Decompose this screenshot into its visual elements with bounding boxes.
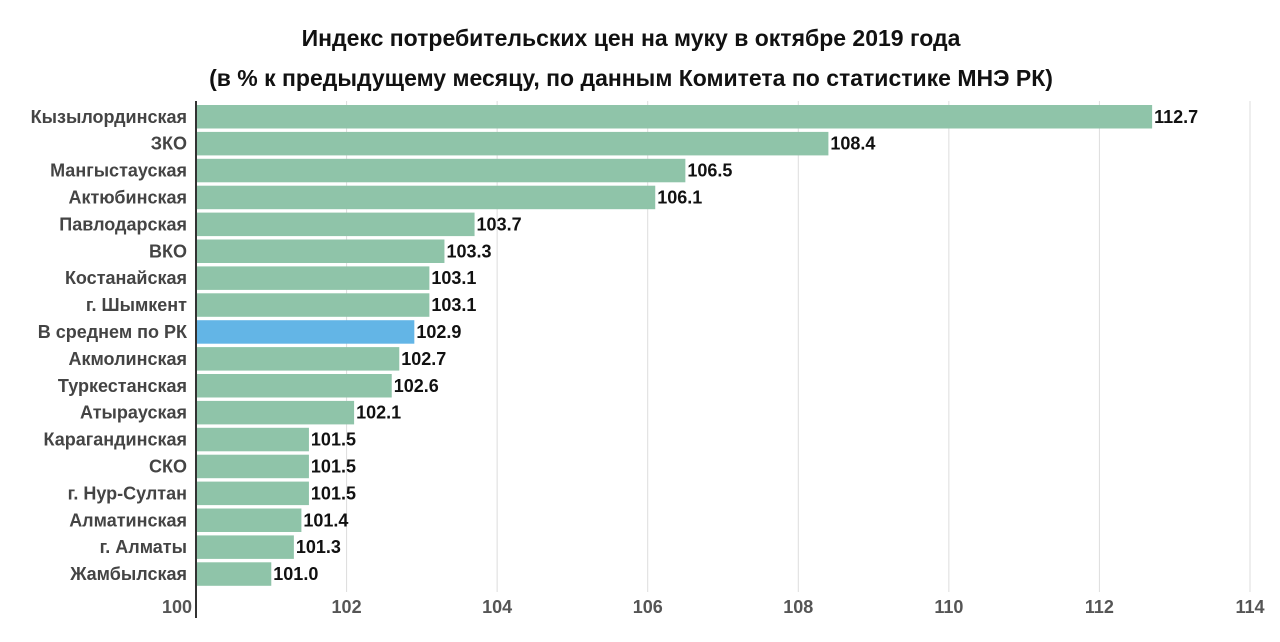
category-label: В среднем по РК (38, 322, 188, 342)
category-label: г. Нур-Султан (68, 483, 187, 503)
bar (196, 158, 686, 183)
data-label: 101.3 (296, 537, 341, 557)
bar (196, 239, 445, 263)
data-label: 108.4 (830, 134, 875, 154)
bar (196, 105, 1153, 129)
data-label: 103.7 (477, 214, 522, 234)
chart-title: Индекс потребительских цен на муку в окт… (301, 25, 961, 51)
category-label: СКО (149, 456, 187, 476)
category-label: ВКО (149, 241, 187, 261)
data-label: 101.5 (311, 456, 356, 476)
x-tick-label: 114 (1235, 597, 1264, 617)
bar (196, 427, 309, 452)
bar (196, 508, 302, 532)
x-tick-label: 100 (162, 597, 192, 617)
data-label: 102.1 (356, 403, 401, 423)
data-label: 103.1 (431, 295, 476, 315)
category-label: Костанайская (65, 268, 187, 288)
data-label: 102.9 (416, 322, 461, 342)
category-label: Атырауская (80, 403, 187, 423)
category-label: Павлодарская (59, 214, 187, 234)
bar (196, 562, 272, 586)
category-label: Мангыстауская (50, 161, 187, 181)
bar (196, 374, 392, 398)
category-label: Кызылординская (31, 107, 187, 127)
bar (196, 347, 400, 371)
category-label: г. Алматы (100, 537, 187, 557)
bar (196, 266, 430, 290)
data-label: 102.6 (394, 376, 439, 396)
bar (196, 320, 415, 344)
bar (196, 293, 430, 317)
chart-subtitle: (в % к предыдущему месяцу, по данным Ком… (209, 65, 1053, 91)
x-tick-label: 110 (934, 597, 963, 617)
bar (196, 212, 475, 237)
category-label: Акмолинская (68, 349, 187, 369)
x-tick-label: 112 (1085, 597, 1114, 617)
data-label: 103.3 (446, 241, 491, 261)
x-tick-label: 102 (332, 597, 362, 617)
data-label: 101.5 (311, 430, 356, 450)
category-label: Карагандинская (44, 430, 188, 450)
category-label: г. Шымкент (86, 295, 187, 315)
category-label: Туркестанская (58, 376, 187, 396)
bar (196, 454, 309, 479)
data-label: 103.1 (431, 268, 476, 288)
x-tick-label: 104 (482, 597, 512, 617)
data-label: 106.1 (657, 187, 702, 207)
category-label: Актюбинская (68, 187, 187, 207)
x-tick-label: 108 (783, 597, 813, 617)
data-label: 112.7 (1154, 107, 1198, 127)
bar (196, 131, 829, 156)
data-label: 101.0 (273, 564, 318, 584)
data-label: 101.5 (311, 483, 356, 503)
data-label: 106.5 (687, 161, 732, 181)
bar (196, 400, 355, 425)
category-label: Алматинская (69, 510, 187, 530)
category-label: Жамбылская (69, 564, 187, 584)
bar (196, 185, 656, 210)
bar (196, 535, 294, 559)
bar (196, 481, 309, 506)
data-label: 102.7 (401, 349, 446, 369)
chart-title-block: Индекс потребительских цен на муку в окт… (0, 18, 1262, 98)
category-label: ЗКО (151, 134, 187, 154)
data-label: 101.4 (303, 510, 348, 530)
x-tick-label: 106 (633, 597, 663, 617)
